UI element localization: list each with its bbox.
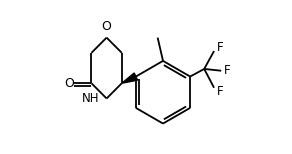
Text: F: F bbox=[217, 85, 224, 98]
Polygon shape bbox=[122, 73, 138, 83]
Text: O: O bbox=[102, 20, 112, 33]
Text: O: O bbox=[65, 77, 74, 90]
Text: F: F bbox=[217, 41, 224, 54]
Text: NH: NH bbox=[82, 92, 100, 105]
Text: F: F bbox=[224, 64, 230, 77]
